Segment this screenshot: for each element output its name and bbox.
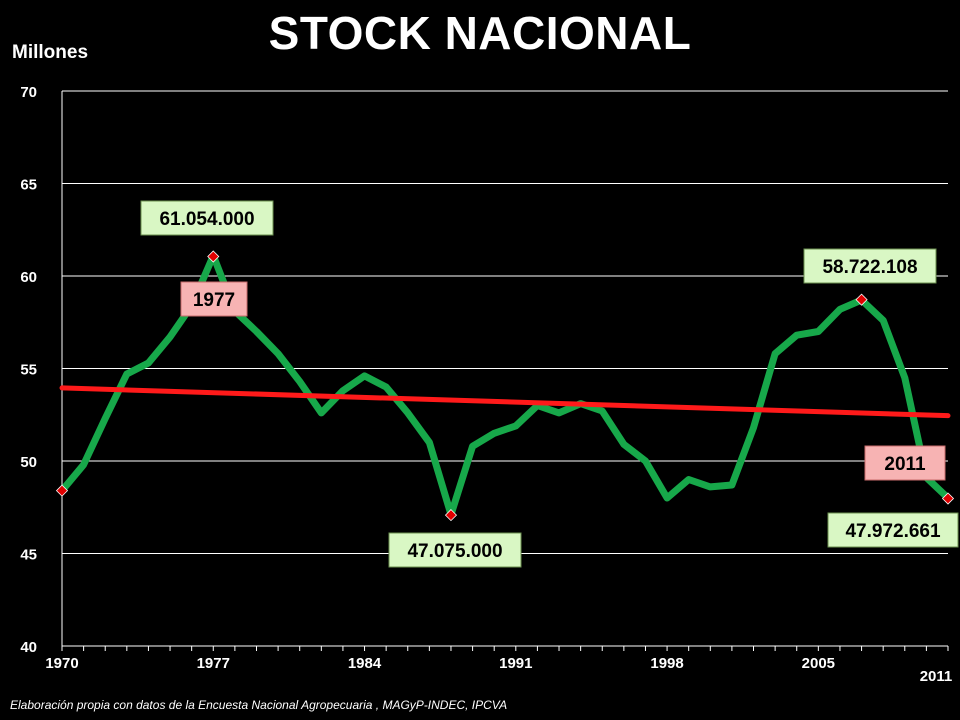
data-point-marker bbox=[855, 293, 868, 306]
y-tick-label: 45 bbox=[20, 547, 37, 564]
value-label: 47.075.000 bbox=[407, 541, 502, 562]
y-tick-label: 55 bbox=[20, 362, 37, 379]
y-tick-label: 60 bbox=[20, 269, 37, 286]
year-label: 2011 bbox=[884, 454, 926, 475]
value-label: 47.972.661 bbox=[845, 521, 941, 542]
value-label-box bbox=[803, 248, 937, 284]
x-tick-label: 2005 bbox=[802, 655, 835, 672]
x-tick-label: 2011 bbox=[920, 668, 953, 685]
y-tick-label: 65 bbox=[20, 177, 37, 194]
y-tick-label: 40 bbox=[20, 639, 37, 656]
x-tick-label: 1998 bbox=[650, 655, 683, 672]
value-label: 58.722.108 bbox=[822, 257, 917, 278]
data-point-marker bbox=[207, 250, 220, 263]
data-point-marker bbox=[55, 484, 69, 497]
chart-title: STOCK NACIONAL bbox=[268, 7, 692, 59]
year-label: 1977 bbox=[193, 290, 235, 311]
value-label-box bbox=[140, 200, 274, 236]
value-label-box bbox=[388, 532, 522, 568]
y-tick-label: 50 bbox=[20, 454, 37, 471]
value-label: 61.054.000 bbox=[159, 209, 254, 230]
y-axis-label: Millones bbox=[12, 42, 89, 63]
value-label-box bbox=[827, 512, 959, 548]
x-tick-label: 1991 bbox=[499, 655, 532, 672]
year-label-box bbox=[864, 445, 946, 481]
x-tick-label: 1984 bbox=[348, 655, 382, 672]
y-tick-label: 70 bbox=[20, 84, 37, 101]
x-tick-label: 1970 bbox=[45, 655, 78, 672]
trend-line bbox=[59, 385, 951, 419]
year-label-box bbox=[180, 281, 248, 317]
data-point-marker bbox=[941, 492, 955, 505]
source-footnote: Elaboración propia con datos de la Encue… bbox=[10, 698, 508, 712]
stock-series-line bbox=[58, 252, 952, 519]
x-tick-label: 1977 bbox=[197, 655, 230, 672]
data-point-marker bbox=[444, 509, 458, 522]
